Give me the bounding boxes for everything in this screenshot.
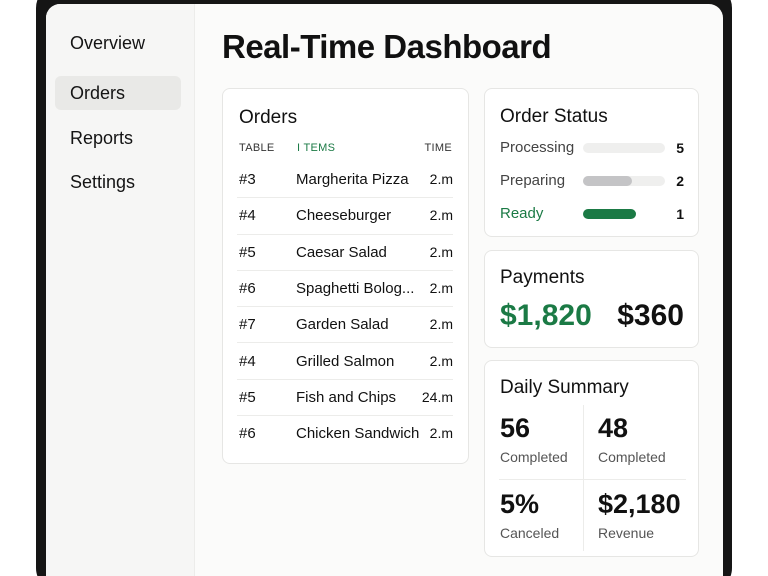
order-table-number: #5 [239, 243, 256, 261]
status-label-preparing: Preparing [500, 172, 566, 189]
sidebar-item-reports[interactable]: Reports [70, 128, 134, 148]
table-row[interactable]: #3 Margherita Pizza 2.m [237, 162, 453, 199]
summary-stat-value: 56 [500, 413, 531, 443]
summary-stat-value: 48 [598, 413, 629, 443]
sidebar: Overview Orders Reports Settings [46, 4, 195, 576]
status-bar-processing [583, 143, 665, 153]
order-item-name: Spaghetti Bolog... [296, 279, 415, 297]
column-header-table: TABLE [239, 142, 275, 154]
sidebar-item-overview[interactable]: Overview [70, 33, 146, 53]
order-time: 24.m [421, 388, 453, 405]
order-item-name: Margherita Pizza [296, 171, 409, 188]
payments-title: Payments [500, 267, 585, 288]
order-time: 2.m [429, 279, 453, 296]
daily-summary-title: Daily Summary [500, 377, 629, 398]
order-item-name: Cheeseburger [296, 207, 392, 225]
order-item-name: Chicken Sandwich [296, 425, 420, 443]
order-table-number: #4 [239, 352, 256, 370]
order-table-number: #7 [239, 316, 256, 334]
summary-stat-label: Completed [598, 449, 666, 465]
order-table-number: #5 [239, 388, 256, 406]
order-time: 2.m [429, 425, 453, 442]
order-item-name: Grilled Salmon [296, 352, 395, 370]
order-time: 2.m [429, 243, 453, 260]
status-label-ready: Ready [500, 205, 544, 222]
summary-stat-value: 5% [500, 489, 540, 519]
table-row[interactable]: #5 Fish and Chips 24.m [237, 380, 453, 417]
order-status-card: Order Status Processing 5 Preparing 2 Re… [484, 88, 699, 237]
orders-card: Orders TABLE I TEMS TIME #3 Margherita P… [222, 88, 469, 464]
order-time: 2.m [429, 316, 453, 333]
payments-card: Payments $1,820 $360 [484, 250, 699, 348]
daily-summary-card: Daily Summary 56 Completed 48 Completed … [484, 360, 699, 557]
order-table-number: #6 [239, 425, 256, 443]
summary-divider-vertical [583, 405, 584, 551]
table-row[interactable]: #6 Chicken Sandwich 2.m [237, 416, 453, 452]
sidebar-item-orders[interactable]: Orders [55, 76, 181, 110]
order-time: 2.m [429, 207, 453, 224]
table-row[interactable]: #6 Spaghetti Bolog... 2.m [237, 271, 453, 308]
order-item-name: Fish and Chips [296, 388, 397, 406]
order-table-number: #6 [239, 279, 256, 297]
status-count-ready: 1 [676, 206, 684, 222]
app-screen: Overview Orders Reports Settings Real-Ti… [46, 4, 723, 576]
payments-primary-amount: $1,820 [500, 299, 592, 332]
table-row[interactable]: #7 Garden Salad 2.m [237, 307, 453, 344]
summary-stat-label: Canceled [500, 525, 560, 541]
page-title: Real-Time Dashboard [222, 28, 552, 65]
summary-stat-label: Revenue [598, 525, 655, 541]
table-row[interactable]: #4 Cheeseburger 2.m [237, 198, 453, 235]
column-header-items: I TEMS [297, 142, 336, 154]
order-time: 2.m [429, 352, 453, 369]
payments-secondary-amount: $360 [617, 299, 684, 332]
status-bar-ready [583, 209, 665, 219]
status-bar-fill [583, 209, 637, 219]
orders-card-title: Orders [239, 107, 298, 128]
status-count-processing: 5 [676, 140, 684, 156]
sidebar-item-settings[interactable]: Settings [70, 172, 136, 192]
summary-stat-value: $2,180 [598, 489, 681, 519]
status-label-processing: Processing [500, 139, 575, 156]
order-item-name: Caesar Salad [296, 243, 387, 261]
order-item-name: Garden Salad [296, 316, 389, 334]
summary-divider-horizontal [499, 479, 686, 480]
order-status-title: Order Status [500, 106, 608, 127]
table-row[interactable]: #4 Grilled Salmon 2.m [237, 344, 453, 380]
status-bar-preparing [583, 176, 665, 186]
table-row[interactable]: #5 Caesar Salad 2.m [237, 235, 453, 271]
status-count-preparing: 2 [676, 173, 684, 189]
status-bar-fill [583, 176, 633, 186]
order-table-number: #4 [239, 207, 256, 225]
order-table-number: #3 [239, 171, 256, 188]
order-time: 2.m [429, 171, 453, 187]
column-header-time: TIME [424, 142, 452, 154]
summary-stat-label: Completed [500, 449, 568, 465]
